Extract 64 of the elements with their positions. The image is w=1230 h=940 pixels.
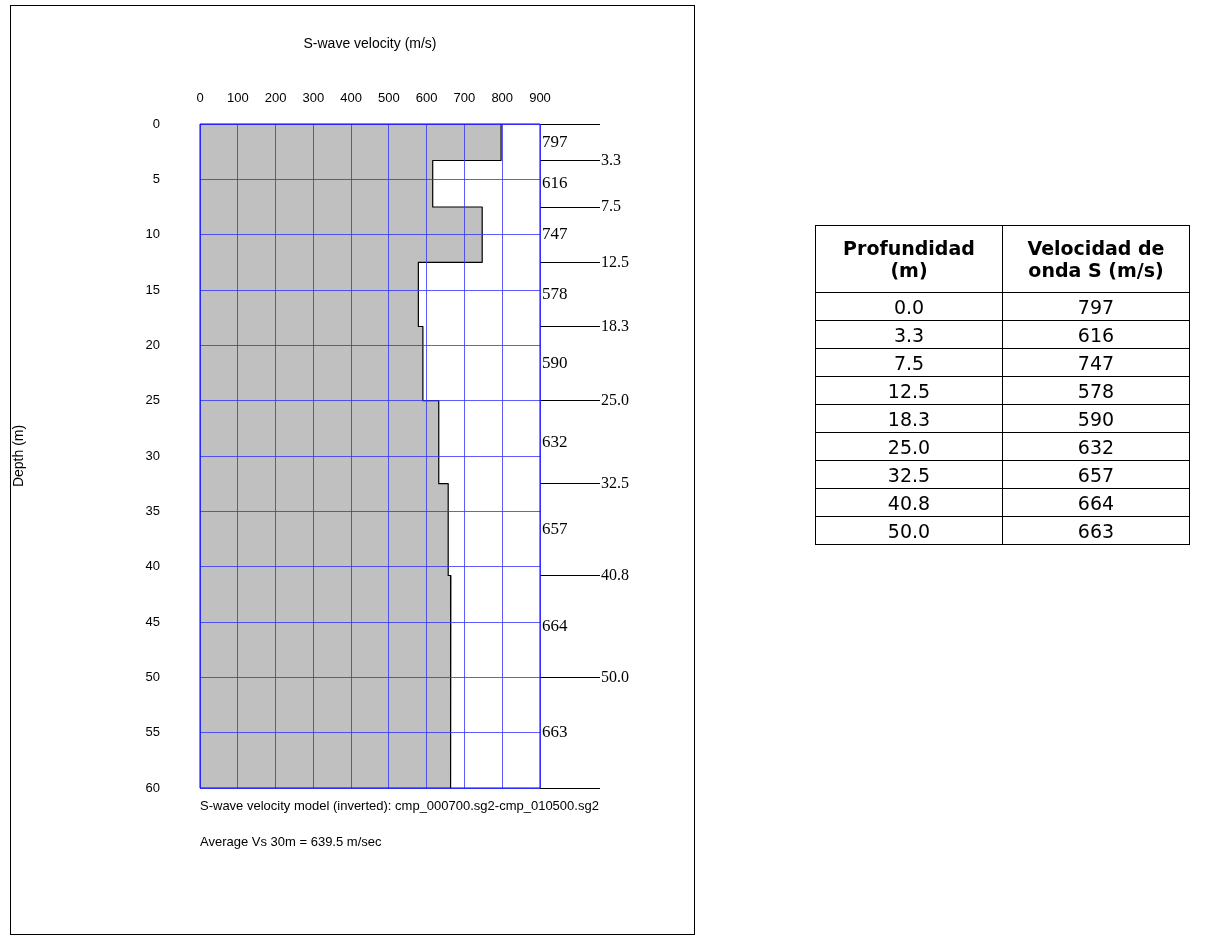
y2-tick-label: 12.5 (601, 252, 629, 270)
y-tick-label: 60 (145, 779, 160, 795)
text: 590 (542, 353, 568, 373)
text: 25.0 (887, 435, 931, 458)
y2-tick-label: 50.0 (601, 667, 629, 685)
text: Average Vs 30m = 639.5 m/sec (200, 834, 382, 849)
x-tick-label: 600 (415, 89, 438, 105)
x-tick-label: 400 (340, 89, 362, 105)
y2-tick-label: 25.0 (601, 390, 629, 408)
text: 616 (542, 173, 568, 193)
y-tick-label: 55 (145, 724, 160, 740)
y-tick-label: 40 (145, 558, 160, 574)
text: 657 (542, 519, 568, 539)
y-tick-label: 45 (145, 613, 160, 629)
text: 663 (542, 722, 568, 742)
x-tick-label: 200 (264, 89, 287, 105)
y-tick-label: 30 (145, 447, 160, 463)
text: 747 (542, 224, 568, 244)
y2-tick-label: 40.8 (601, 565, 629, 583)
text: 12.5 (887, 379, 931, 402)
category-label: Velocidad de onda S (m/s) (1002, 225, 1190, 293)
text: 7.5 (893, 351, 925, 374)
text: 18.3 (887, 407, 931, 430)
y-tick-label: 25 (145, 392, 160, 408)
x-axis-title: S-wave velocity (m/s) (303, 35, 437, 52)
text: S-wave velocity model (inverted): cmp_000700.sg2-cmp_010500.sg2 (200, 798, 599, 813)
x-tick-label: 300 (302, 89, 325, 105)
text: 0.0 (893, 295, 925, 318)
y2-tick-label: 18.3 (601, 316, 629, 334)
text: 50.0 (887, 519, 931, 542)
text: 32.5 (887, 463, 931, 486)
text: 657 (1077, 463, 1115, 486)
text: 664 (542, 615, 568, 635)
y-tick-label: 0 (152, 115, 160, 131)
x-tick-label: 500 (378, 89, 400, 105)
y2-tick-label: 32.5 (601, 473, 629, 491)
category-label: Profundidad (m) (815, 225, 1003, 293)
y-tick-label: 35 (145, 502, 160, 518)
text: 3.3 (893, 323, 925, 346)
text: 590 (1077, 407, 1115, 430)
text: 616 (1077, 323, 1115, 346)
x-tick-label: 100 (226, 89, 249, 105)
y2-tick-label: 3.3 (601, 150, 621, 168)
x-tick-label: 700 (453, 89, 476, 105)
text: 664 (1077, 491, 1115, 514)
text: 578 (1077, 379, 1115, 402)
y-tick-label: 10 (145, 226, 160, 242)
y-tick-label: 20 (145, 336, 160, 352)
text: 40.8 (887, 491, 931, 514)
text: 632 (542, 431, 568, 451)
y2-tick-label: 7.5 (601, 197, 621, 215)
y-tick-label: 50 (145, 668, 160, 684)
y-tick-label: 5 (152, 170, 160, 186)
x-tick-label: 800 (491, 89, 514, 105)
y-axis-title: Depth (m) (10, 424, 27, 488)
text: 632 (1077, 435, 1115, 458)
text: 663 (1077, 519, 1115, 542)
x-tick-label: 900 (529, 89, 551, 105)
text: 747 (1077, 351, 1115, 374)
text: 797 (542, 131, 568, 151)
x-tick-label: 0 (196, 89, 204, 105)
y-tick-label: 15 (145, 281, 160, 297)
text: 578 (542, 283, 568, 303)
text: 797 (1077, 295, 1115, 318)
